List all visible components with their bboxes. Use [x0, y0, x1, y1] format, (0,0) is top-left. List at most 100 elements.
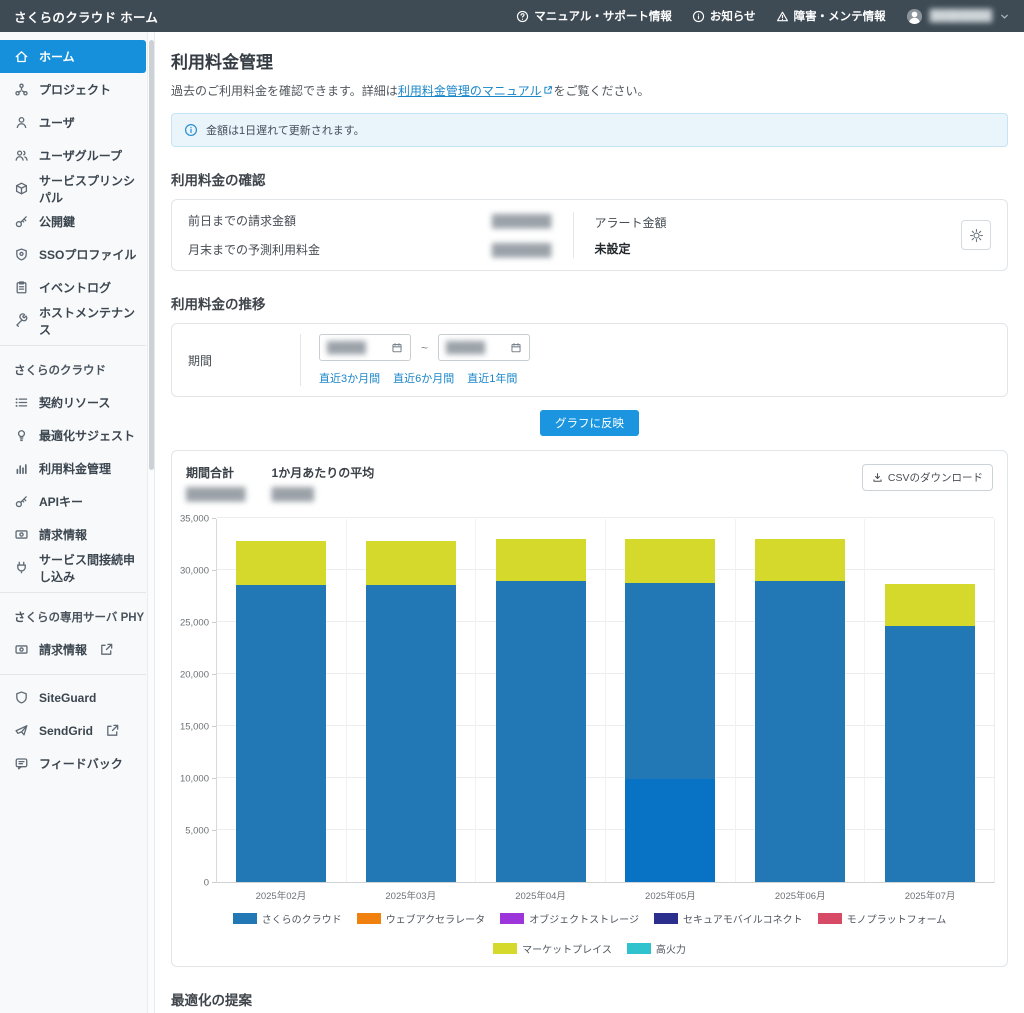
- sidebar-item-project[interactable]: プロジェクト: [0, 73, 146, 106]
- bar-segment[interactable]: [236, 585, 326, 882]
- bar-segment[interactable]: [366, 541, 456, 585]
- billing-row-value: ███████: [492, 214, 552, 228]
- billing-check-heading: 利用料金の確認: [171, 169, 1008, 189]
- sidebar-item-user[interactable]: ユーザ: [0, 106, 146, 139]
- legend-item[interactable]: ウェブアクセラレータ: [357, 911, 486, 926]
- sidebar-item-comment[interactable]: フィードバック: [0, 747, 146, 780]
- sidebar-item-key[interactable]: APIキー: [0, 485, 146, 518]
- sidebar-scrollbar[interactable]: [147, 32, 154, 1013]
- period-to-input[interactable]: █████: [438, 334, 530, 361]
- list-icon: [14, 395, 29, 410]
- sidebar-item-plug[interactable]: サービス間接続申し込み: [0, 551, 146, 584]
- legend-item[interactable]: モノプラットフォーム: [818, 911, 947, 926]
- intro-text: 過去のご利用料金を確認できます。詳細は利用料金管理のマニュアルをご覧ください。: [171, 82, 1008, 99]
- topnav-item[interactable]: お知らせ: [692, 8, 756, 24]
- external-link-icon: [99, 642, 114, 657]
- main-content: 利用料金管理 過去のご利用料金を確認できます。詳細は利用料金管理のマニュアルをご…: [155, 32, 1024, 1013]
- sidebar-group: ホームプロジェクトユーザユーザグループサービスプリンシパル公開鍵SSOプロファイ…: [0, 38, 146, 343]
- chart-column: [476, 519, 606, 882]
- period-to-value: █████: [446, 342, 485, 354]
- alert-settings-button[interactable]: [961, 220, 991, 250]
- chart-column: [347, 519, 477, 882]
- bar-segment[interactable]: [755, 581, 845, 882]
- sidebar-section-label: さくらの専用サーバ PHY: [0, 599, 146, 633]
- sidebar-item-shield-badge[interactable]: SSOプロファイル: [0, 238, 146, 271]
- app-title: さくらのクラウド ホーム: [14, 7, 158, 26]
- billing-row-label: 月末までの予測利用料金: [188, 241, 320, 258]
- sidebar-scrollbar-thumb[interactable]: [149, 40, 154, 470]
- legend-item[interactable]: さくらのクラウド: [233, 911, 342, 926]
- billing-row: 前日までの請求金額 ███████: [188, 212, 551, 229]
- sidebar-item-label: 請求情報: [39, 526, 87, 543]
- bar-segment[interactable]: [496, 539, 586, 582]
- sidebar-item-label: イベントログ: [39, 279, 111, 296]
- bar-segment[interactable]: [625, 779, 715, 882]
- legend-swatch: [233, 913, 257, 924]
- page-title: 利用料金管理: [171, 48, 1008, 73]
- bar-segment[interactable]: [885, 626, 975, 882]
- y-axis-tick-label: 35,000: [180, 514, 209, 525]
- legend-label: マーケットプレイス: [522, 941, 612, 956]
- legend-label: モノプラットフォーム: [847, 911, 947, 926]
- sidebar-item-cube[interactable]: サービスプリンシパル: [0, 172, 146, 205]
- question-circle-icon: [516, 10, 529, 23]
- chart-icon: [14, 461, 29, 476]
- period-from-value: █████: [327, 342, 366, 354]
- period-from-input[interactable]: █████: [319, 334, 411, 361]
- sidebar-item-label: SendGrid: [39, 724, 93, 738]
- csv-download-button[interactable]: CSVのダウンロード: [862, 464, 993, 491]
- bar-segment[interactable]: [625, 539, 715, 583]
- topnav-item[interactable]: 障害・メンテ情報: [776, 8, 886, 24]
- legend-item[interactable]: マーケットプレイス: [493, 941, 612, 956]
- sidebar-item-list[interactable]: 契約リソース: [0, 386, 146, 419]
- notice-text: 金額は1日遅れて更新されます。: [206, 122, 365, 138]
- alert-amount-value: 未設定: [594, 240, 961, 257]
- bar-segment[interactable]: [885, 584, 975, 627]
- sidebar-item-label: 請求情報: [39, 641, 87, 658]
- sidebar-item-users[interactable]: ユーザグループ: [0, 139, 146, 172]
- manual-link[interactable]: 利用料金管理のマニュアル: [398, 84, 554, 98]
- legend-item[interactable]: セキュアモバイルコネクト: [654, 911, 803, 926]
- y-axis-tick-label: 5,000: [185, 826, 209, 837]
- x-axis-tick-label: 2025年05月: [605, 888, 735, 902]
- sidebar-item-chart[interactable]: 利用料金管理: [0, 452, 146, 485]
- sidebar-item-plane[interactable]: SendGrid: [0, 714, 146, 747]
- legend-item[interactable]: オブジェクトストレージ: [500, 911, 639, 926]
- sidebar-group: さくらのクラウド契約リソース最適化サジェスト利用料金管理APIキー請求情報サービ…: [0, 345, 146, 590]
- sidebar-item-banknote[interactable]: 請求情報: [0, 518, 146, 551]
- bar-segment[interactable]: [496, 581, 586, 882]
- bar-segment[interactable]: [366, 585, 456, 882]
- user-menu[interactable]: ████████: [906, 8, 1010, 25]
- y-axis-tick-label: 10,000: [180, 774, 209, 785]
- bar-segment[interactable]: [236, 541, 326, 585]
- sidebar-item-label: 利用料金管理: [39, 460, 111, 477]
- usage-bar-chart: 05,00010,00015,00020,00025,00030,00035,0…: [172, 507, 1007, 902]
- x-axis-tick-label: 2025年02月: [216, 888, 346, 902]
- legend-label: オブジェクトストレージ: [529, 911, 639, 926]
- sidebar-item-shield[interactable]: SiteGuard: [0, 681, 146, 714]
- legend-item[interactable]: 高火力: [627, 941, 686, 956]
- quick-range-link[interactable]: 直近3か月間: [319, 370, 380, 386]
- user-icon: [14, 115, 29, 130]
- quick-range-link[interactable]: 直近1年間: [467, 370, 517, 386]
- bar-segment[interactable]: [625, 583, 715, 780]
- sidebar-item-label: SiteGuard: [39, 691, 96, 705]
- quick-range-link[interactable]: 直近6か月間: [393, 370, 454, 386]
- bar-segment[interactable]: [755, 539, 845, 582]
- plane-icon: [14, 723, 29, 738]
- topnav-item[interactable]: マニュアル・サポート情報: [516, 8, 672, 24]
- sidebar-item-key[interactable]: 公開鍵: [0, 205, 146, 238]
- apply-graph-button[interactable]: グラフに反映: [540, 410, 639, 436]
- banknote-icon: [14, 642, 29, 657]
- trend-card: 期間 █████ ~ █████ 直近3か月間直近6か月間直近1年間: [171, 323, 1008, 397]
- sidebar-item-bulb[interactable]: 最適化サジェスト: [0, 419, 146, 452]
- user-name: ████████: [930, 10, 992, 22]
- legend-label: さくらのクラウド: [262, 911, 342, 926]
- sidebar-item-wrench[interactable]: ホストメンテナンス: [0, 304, 146, 337]
- calendar-icon: [391, 342, 403, 354]
- sidebar-item-banknote[interactable]: 請求情報: [0, 633, 146, 666]
- home-icon: [14, 49, 29, 64]
- sidebar-item-home[interactable]: ホーム: [0, 40, 146, 73]
- x-axis-tick-label: 2025年04月: [476, 888, 606, 902]
- sidebar-item-clipboard[interactable]: イベントログ: [0, 271, 146, 304]
